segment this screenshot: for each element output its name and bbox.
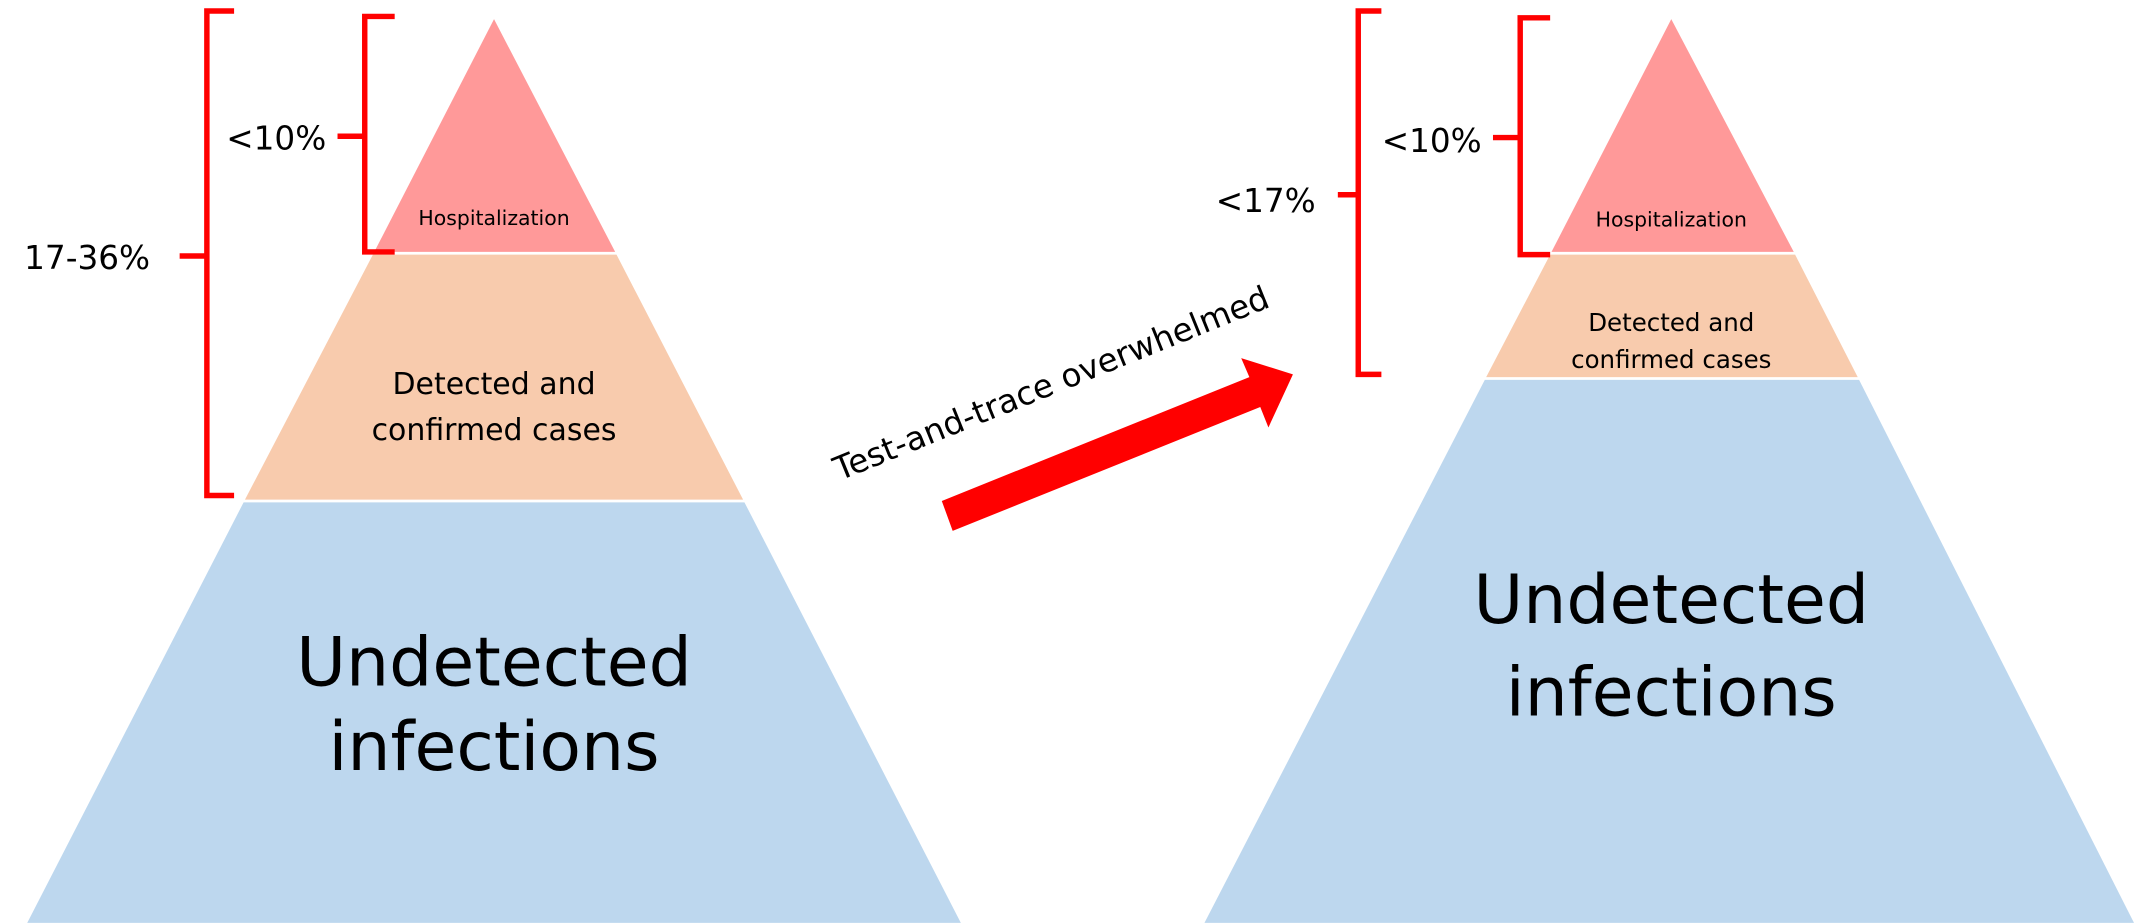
bracket xyxy=(1337,8,1382,378)
arrow xyxy=(941,358,1293,531)
level-label: confirmed cases xyxy=(372,413,617,448)
level-label: infections xyxy=(329,708,660,787)
level-label: Detected and xyxy=(1588,308,1754,337)
level-label: infections xyxy=(1506,653,1837,732)
level-label: Hospitalization xyxy=(418,206,569,230)
level-label: Undetected xyxy=(296,624,692,703)
level-label: Undetected xyxy=(1473,561,1869,640)
level-label: Detected and xyxy=(392,367,595,402)
hospitalization-level xyxy=(1551,19,1794,252)
detected-level xyxy=(244,254,744,500)
bracket-label: 17-36% xyxy=(24,239,150,277)
bracket xyxy=(179,8,235,499)
bracket xyxy=(1492,15,1551,258)
undetected-level xyxy=(1204,379,2134,923)
bracket xyxy=(337,13,395,255)
hospitalization-level xyxy=(374,19,616,252)
level-label: confirmed cases xyxy=(1571,345,1771,374)
bracket-label: <10% xyxy=(1382,122,1482,160)
detected-level xyxy=(1486,254,1858,378)
bracket-label: <10% xyxy=(226,119,326,157)
level-label: Hospitalization xyxy=(1596,208,1747,232)
bracket-label: <17% xyxy=(1216,182,1316,220)
undetected-level xyxy=(27,502,961,923)
